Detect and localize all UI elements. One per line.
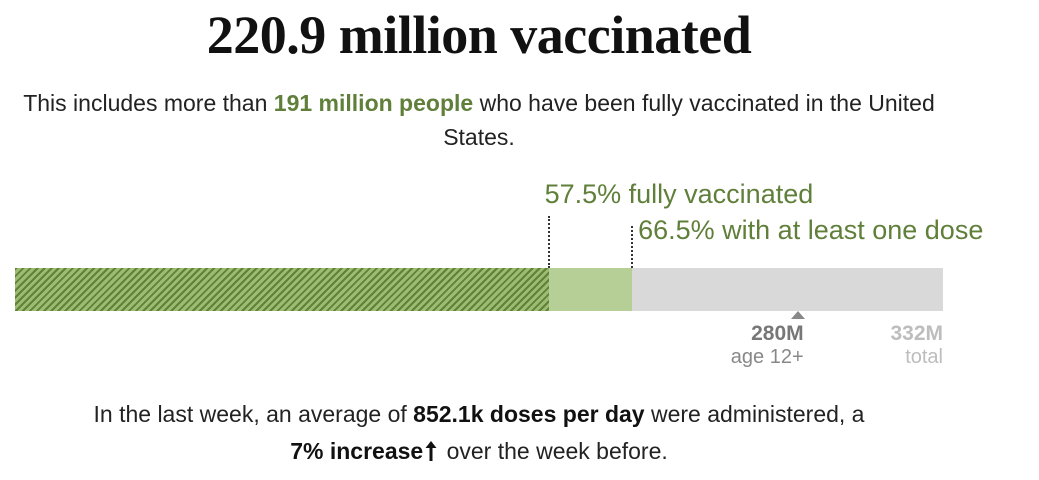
label-fully-vaccinated: 57.5% fully vaccinated xyxy=(544,179,814,209)
label-one-dose: 66.5% with at least one dose xyxy=(638,215,984,245)
bar-fully-vaccinated xyxy=(15,268,549,311)
marker-line-fully xyxy=(547,216,550,268)
tick-value: 280M xyxy=(751,322,804,345)
marker-line-one-dose xyxy=(631,226,634,268)
subtitle: This includes more than 191 million peop… xyxy=(0,86,958,154)
summary-pre: In the last week, an average of xyxy=(93,401,414,427)
tick-sublabel: total xyxy=(905,346,943,368)
tick-sublabel: age 12+ xyxy=(730,346,804,368)
subtitle-post: who have been fully vaccinated in the Un… xyxy=(443,90,935,150)
tick-total: 332M total xyxy=(890,322,943,369)
tick-value: 332M xyxy=(890,322,943,345)
summary-post: over the week before. xyxy=(440,438,668,464)
summary-mid: were administered, a xyxy=(644,401,865,427)
weekly-summary: In the last week, an average of 852.1k d… xyxy=(0,396,958,470)
subtitle-pre: This includes more than xyxy=(23,90,274,116)
bar-track xyxy=(15,268,943,311)
age-12-marker-icon xyxy=(790,311,805,319)
page-title: 220.9 million vaccinated xyxy=(206,5,752,65)
fully-vaccinated-count: 191 million people xyxy=(273,90,474,116)
weekly-increase: 7% increase xyxy=(290,438,424,464)
tick-age-12: 280M age 12+ xyxy=(731,322,804,369)
up-arrow-icon xyxy=(425,441,437,461)
doses-per-day: 852.1k doses per day xyxy=(413,401,645,427)
